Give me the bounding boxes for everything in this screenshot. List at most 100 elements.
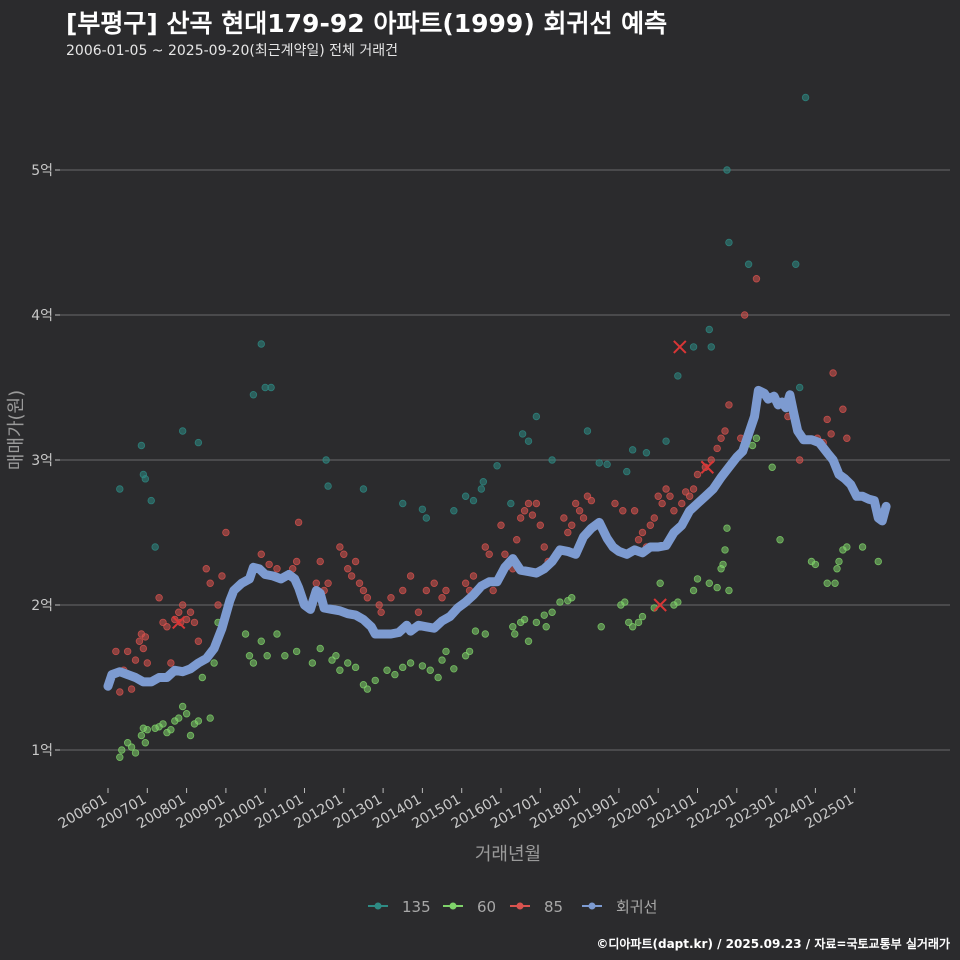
- highlight-marker: [673, 340, 687, 354]
- point-135: [524, 437, 533, 445]
- point-60: [634, 618, 643, 627]
- point-60: [245, 652, 254, 660]
- point-60: [752, 434, 761, 442]
- regression-line: [103, 385, 891, 691]
- point-85: [112, 647, 120, 656]
- point-60: [524, 637, 533, 645]
- point-85: [351, 557, 360, 566]
- point-135: [662, 437, 670, 445]
- point-85: [611, 499, 619, 508]
- point-135: [479, 478, 488, 486]
- point-85: [175, 608, 183, 616]
- point-135: [324, 482, 332, 490]
- prediction-markers: [172, 340, 715, 630]
- point-85: [485, 550, 493, 558]
- point-60: [858, 543, 867, 551]
- point-135: [603, 460, 611, 469]
- point-85: [528, 511, 537, 519]
- point-60: [823, 579, 831, 587]
- point-85: [163, 623, 171, 631]
- point-85: [324, 579, 332, 587]
- gridlines: [60, 169, 950, 751]
- point-85: [127, 685, 136, 693]
- point-60: [363, 685, 372, 693]
- y-tick-label: 1억: [31, 743, 53, 759]
- point-60: [719, 560, 727, 569]
- point-135: [518, 430, 527, 438]
- point-85: [560, 514, 568, 522]
- point-85: [524, 499, 533, 508]
- point-60: [438, 656, 446, 664]
- point-60: [725, 586, 733, 595]
- point-85: [377, 608, 385, 616]
- point-60: [194, 717, 203, 725]
- point-85: [634, 536, 643, 544]
- point-85: [359, 586, 368, 595]
- point-85: [693, 470, 702, 479]
- point-135: [116, 485, 124, 493]
- point-85: [571, 499, 580, 508]
- chart-subtitle: 2006-01-05 ~ 2025-09-20(최근계약일) 전체 거래건: [66, 43, 398, 59]
- point-60: [568, 594, 576, 602]
- point-85: [795, 456, 804, 464]
- point-85: [135, 637, 144, 645]
- point-60: [542, 623, 550, 631]
- point-85: [186, 608, 195, 616]
- point-85: [116, 688, 124, 696]
- point-85: [564, 528, 572, 537]
- point-85: [406, 572, 415, 580]
- point-60: [874, 557, 882, 566]
- point-85: [430, 579, 438, 587]
- chart-title: [부평구] 산곡 현대179-92 아파트(1999) 회귀선 예측: [66, 9, 668, 38]
- y-axis: 1억 2억 3억 4억 5억: [31, 163, 60, 759]
- point-60: [206, 714, 214, 722]
- point-60: [723, 524, 731, 532]
- point-85: [340, 550, 348, 558]
- point-60: [621, 598, 629, 606]
- point-85: [481, 543, 489, 551]
- y-tick-label: 2억: [31, 598, 53, 614]
- point-60: [511, 630, 519, 638]
- y-tick-label: 5억: [31, 163, 53, 179]
- point-60: [450, 665, 458, 673]
- legend-swatch-dot: [516, 902, 524, 910]
- point-60: [693, 575, 702, 583]
- point-85: [725, 401, 733, 409]
- point-135: [469, 496, 478, 505]
- point-60: [210, 659, 218, 667]
- point-60: [713, 583, 721, 592]
- point-85: [839, 405, 847, 413]
- point-85: [155, 594, 163, 602]
- point-135: [642, 449, 651, 457]
- point-85: [438, 594, 446, 602]
- point-85: [461, 579, 470, 587]
- point-85: [717, 434, 725, 442]
- legend-swatch-dot: [449, 902, 457, 910]
- point-85: [650, 514, 658, 522]
- point-85: [575, 507, 584, 515]
- point-85: [294, 518, 303, 527]
- point-85: [670, 507, 678, 515]
- point-60: [656, 579, 664, 587]
- point-60: [308, 659, 317, 667]
- point-60: [118, 746, 126, 754]
- data-points: [112, 93, 882, 761]
- point-85: [167, 659, 175, 667]
- legend-label: 85: [544, 898, 563, 916]
- point-60: [481, 630, 489, 638]
- point-85: [194, 637, 203, 645]
- point-60: [131, 749, 140, 757]
- point-60: [471, 627, 480, 635]
- point-60: [351, 663, 360, 672]
- point-60: [257, 637, 265, 645]
- point-60: [281, 652, 289, 660]
- point-85: [141, 633, 150, 641]
- point-60: [548, 608, 556, 616]
- point-60: [843, 543, 851, 551]
- point-60: [332, 652, 340, 660]
- point-60: [141, 739, 150, 747]
- point-60: [811, 560, 820, 569]
- point-85: [666, 492, 674, 500]
- point-85: [336, 543, 344, 551]
- point-60: [198, 673, 207, 682]
